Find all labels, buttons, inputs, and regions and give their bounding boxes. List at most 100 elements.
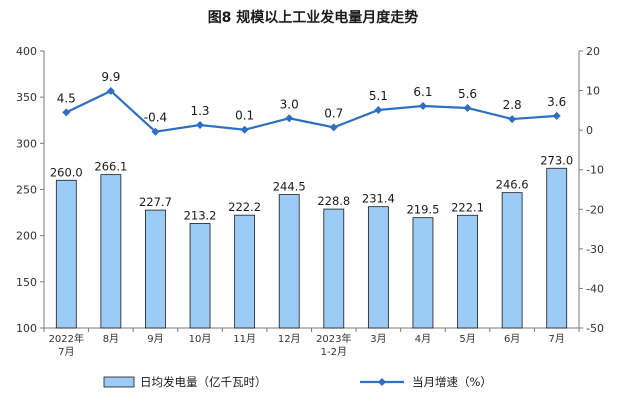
bar-value-label: 222.1 [451,200,484,214]
bar [457,214,478,329]
x-tick-label-line: 4月 [415,333,431,345]
line-marker [62,108,71,117]
bar-value-label: 273.0 [540,153,573,167]
bar [189,223,211,329]
x-tick-label: 9月 [147,333,163,345]
bar-value-label: 266.1 [94,160,127,174]
legend-bar-label: 日均发电量（亿千瓦时） [140,375,267,389]
x-tick-label-line: 8月 [103,333,119,345]
legend-line-label: 当月增速（%） [412,375,492,389]
x-tick-label-line: 2022年 [49,332,84,345]
line-value-label: 3.6 [547,95,566,109]
line-series [62,86,561,136]
bar [234,214,256,329]
left-tick-label: 150 [16,276,37,289]
bar [55,179,77,329]
left-tick-label: 350 [16,91,37,104]
x-tick-label: 5月 [459,333,475,345]
x-tick-label: 11月 [233,333,256,345]
bar-value-label: 228.8 [317,194,350,208]
data-labels: 260.0 266.1 227.7 213.2 222.2 244.5 228.8 231.4… [50,70,573,223]
bar-value-label: 246.6 [496,178,529,192]
x-tick-label: 7月 [549,333,565,345]
line-value-label: 5.1 [369,89,388,103]
line-marker [106,86,115,95]
line-marker [196,120,205,129]
bar [278,194,300,329]
left-tick-label: 300 [16,137,37,150]
line-marker [552,111,561,120]
x-tick-label-line: 10月 [189,333,212,345]
bar [323,208,345,329]
right-tick-label: -10 [586,164,604,177]
line-marker [463,103,472,112]
bar-value-label: 213.2 [184,208,217,222]
x-tick-label: 3月 [370,333,386,345]
bar-series [55,167,568,329]
bar [412,217,434,329]
x-tick-label-line: 12月 [278,333,301,345]
line-value-label: 5.6 [458,87,477,101]
bar-value-label: 227.7 [139,195,172,209]
line-value-label: 0.7 [324,106,343,120]
left-tick-label: 100 [16,322,37,335]
line-value-label: 2.8 [503,98,522,112]
bar [100,174,122,329]
line-marker [374,105,383,114]
x-tick-label-line: 7月 [58,346,74,358]
chart-legend: 日均发电量（亿千瓦时） 当月增速（%） [103,375,492,389]
bar [501,192,523,329]
line-value-label: 1.3 [190,104,209,118]
bar-value-label: 260.0 [50,165,83,179]
line-marker [285,114,294,123]
x-tick-label-line: 7月 [549,333,565,345]
line-marker [418,102,427,111]
line-value-label: 0.1 [235,109,254,123]
line-value-label: 9.9 [101,70,120,84]
x-tick-label-line: 5月 [459,333,475,345]
bar [145,209,166,329]
x-tick-label-line: 3月 [370,333,386,345]
line-value-label: -0.4 [144,111,167,125]
x-tick-label-line: 9月 [147,333,163,345]
legend-bar-swatch [103,376,135,388]
x-tick-label: 10月 [189,333,212,345]
line-value-label: 4.5 [57,91,76,105]
right-tick-label: 0 [586,124,593,137]
left-tick-label: 200 [16,230,37,243]
x-tick-label-line: 6月 [504,333,520,345]
line-marker [151,127,160,136]
right-tick-label: 20 [586,45,600,58]
legend-line-marker [378,378,386,386]
chart-title: 图8 规模以上工业发电量月度走势 [208,9,419,26]
right-tick-label: -50 [586,322,604,335]
bar [367,206,389,329]
bar-value-label: 222.2 [228,200,261,214]
right-tick-label: 10 [586,85,600,98]
x-tick-label: 8月 [103,333,119,345]
bar [546,167,568,329]
line-value-label: 6.1 [413,85,432,99]
line-marker [508,115,517,124]
line-value-label: 3.0 [280,97,299,111]
x-tick-label-line: 1-2月 [321,346,347,358]
x-tick-label-line: 11月 [233,333,256,345]
right-tick-label: -40 [586,282,604,295]
line-marker [329,123,338,132]
x-tick-label: 2022年 7月 [49,332,84,358]
left-tick-label: 250 [16,184,37,197]
x-tick-label: 6月 [504,333,520,345]
x-tick-label-line: 2023年 [316,332,351,345]
x-tick-label: 4月 [415,333,431,345]
bar-value-label: 231.4 [362,192,395,206]
x-tick-label: 2023年 1-2月 [316,332,351,358]
left-tick-label: 400 [16,45,37,58]
right-tick-label: -30 [586,243,604,256]
line-marker [240,125,249,134]
bar-value-label: 244.5 [273,180,306,194]
right-tick-label: -20 [586,203,604,216]
growth-line [65,89,557,133]
bar-value-label: 219.5 [406,203,439,217]
x-tick-label: 12月 [278,333,301,345]
